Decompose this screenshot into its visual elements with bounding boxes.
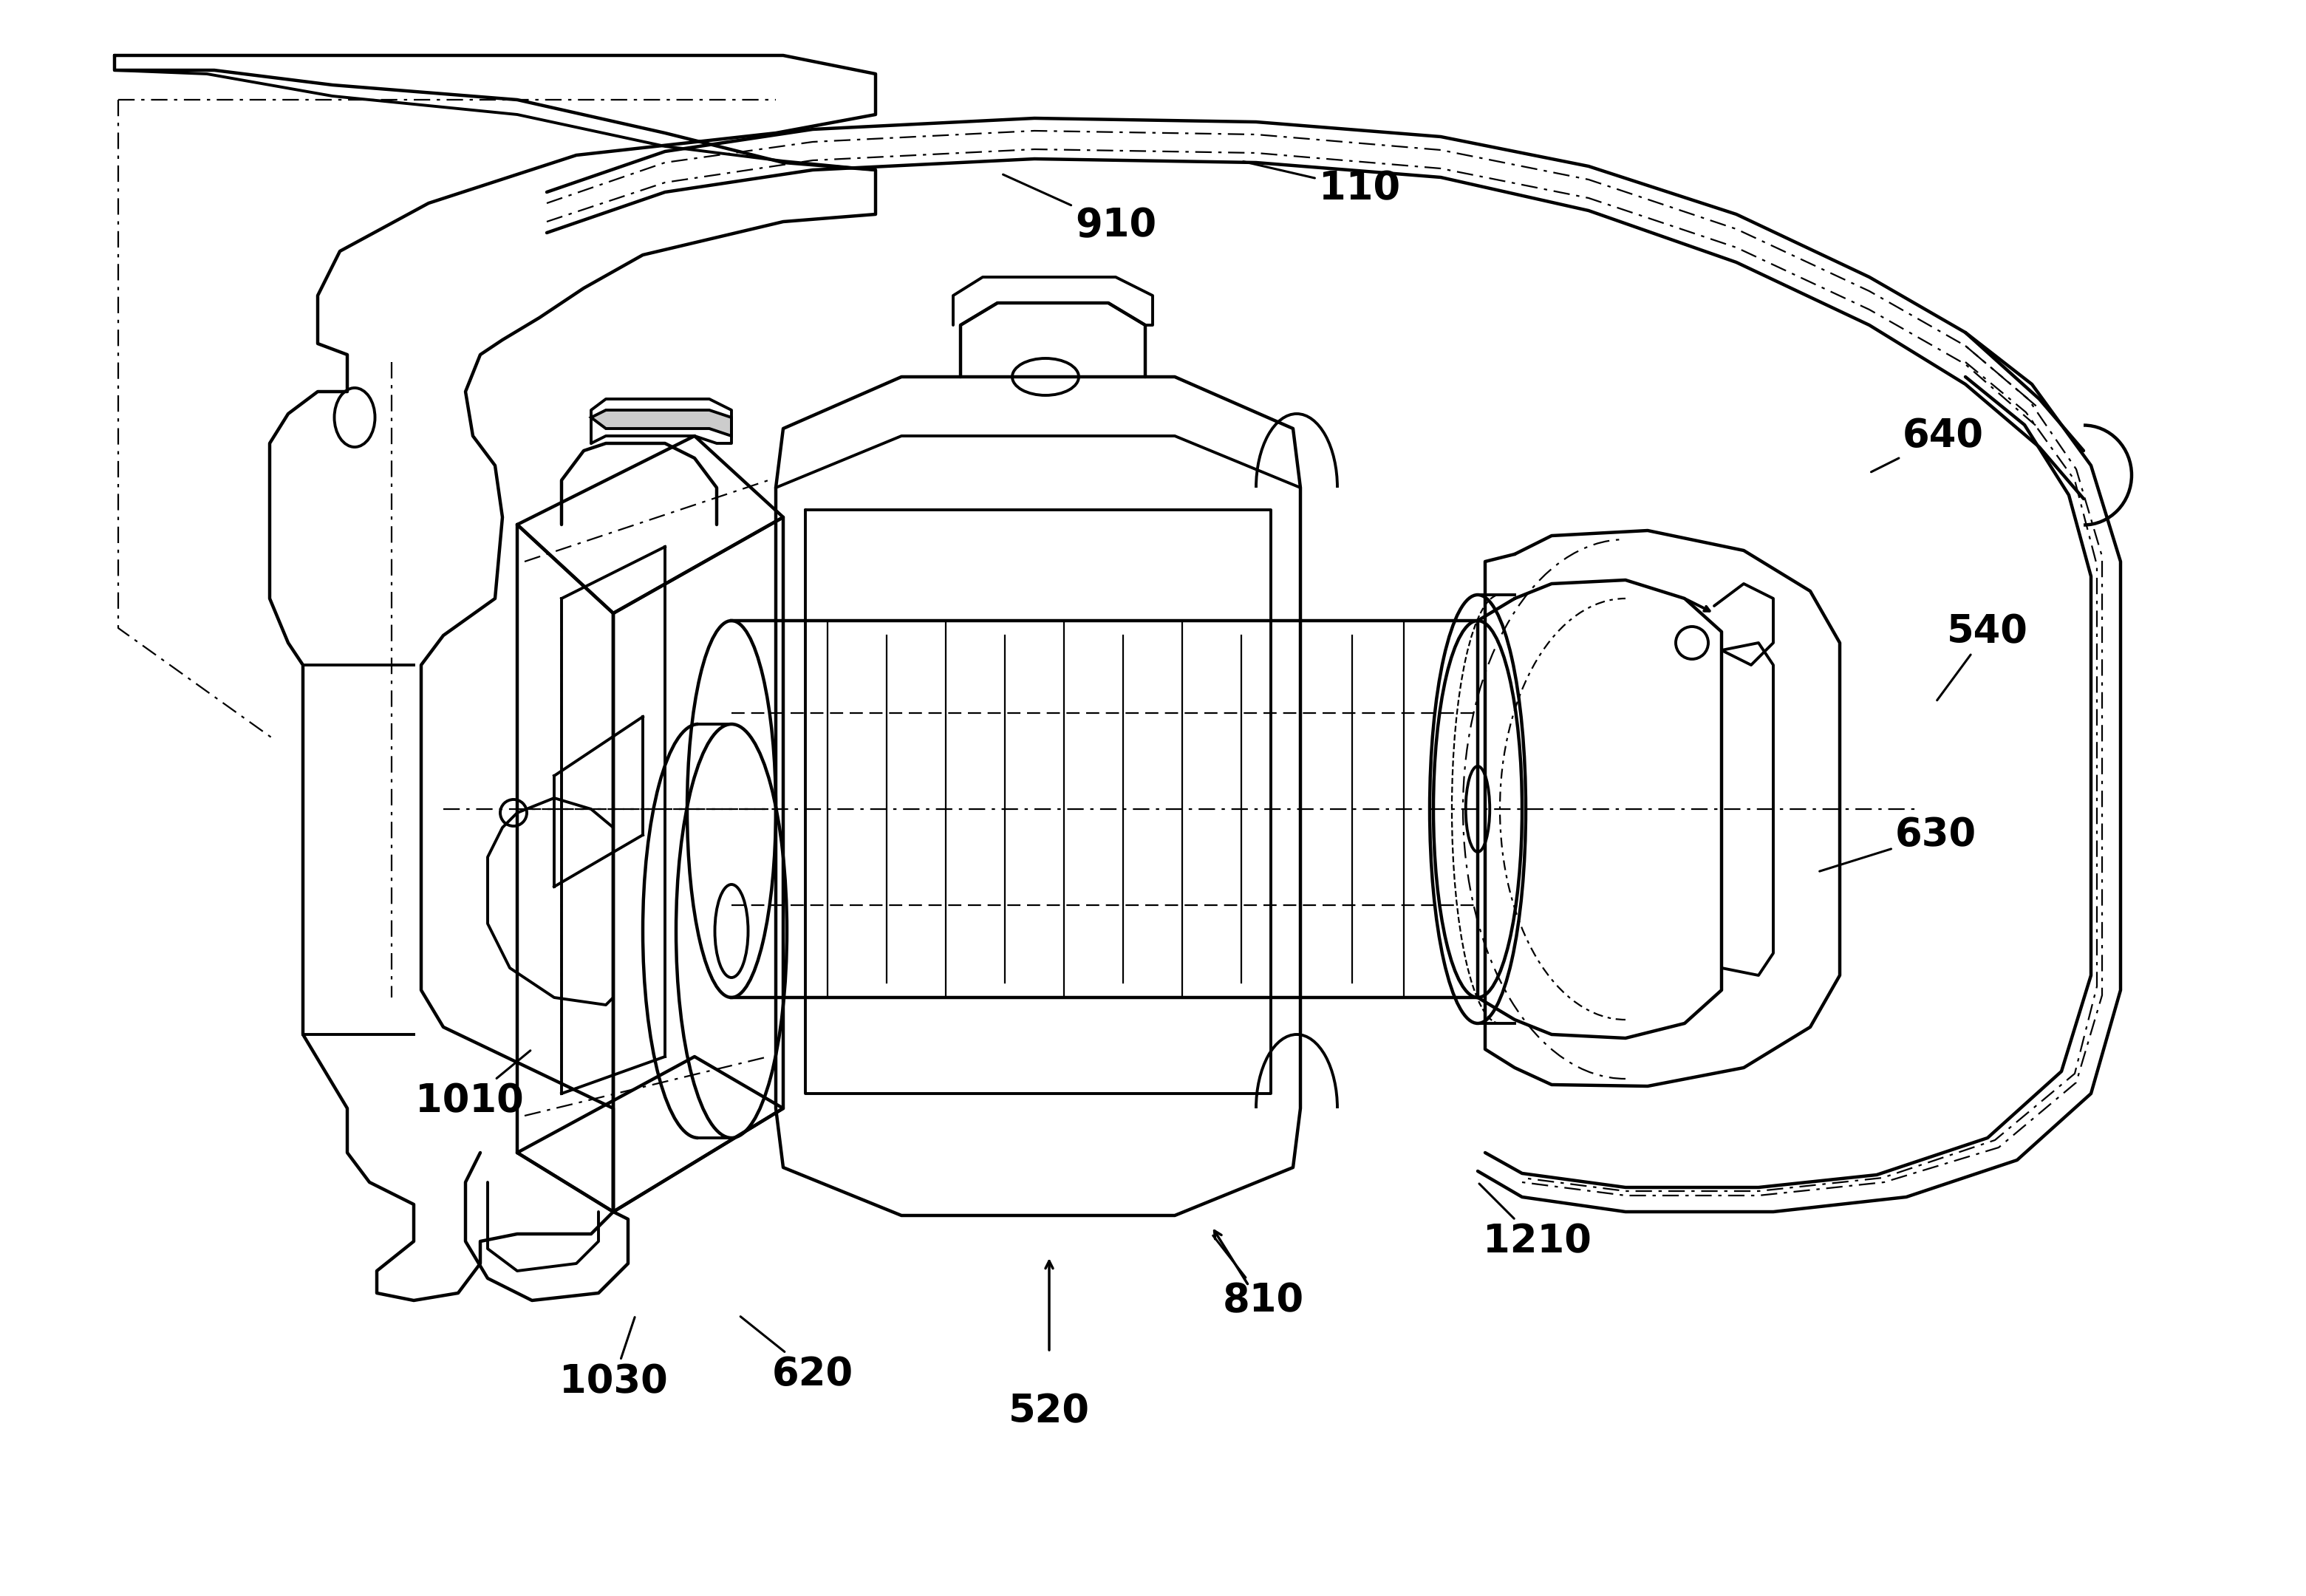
Text: 1010: 1010 — [415, 1050, 530, 1120]
Polygon shape — [590, 410, 731, 436]
Text: 810: 810 — [1213, 1235, 1305, 1320]
Text: 630: 630 — [1819, 816, 1976, 871]
Text: 1210: 1210 — [1478, 1184, 1591, 1261]
Text: 540: 540 — [1937, 613, 2029, 701]
Text: 1030: 1030 — [558, 1317, 666, 1401]
Text: 520: 520 — [1008, 1392, 1091, 1430]
Text: 910: 910 — [1003, 174, 1155, 244]
Text: 620: 620 — [740, 1317, 853, 1393]
Text: 640: 640 — [1870, 417, 1983, 472]
Text: 110: 110 — [1243, 161, 1400, 207]
